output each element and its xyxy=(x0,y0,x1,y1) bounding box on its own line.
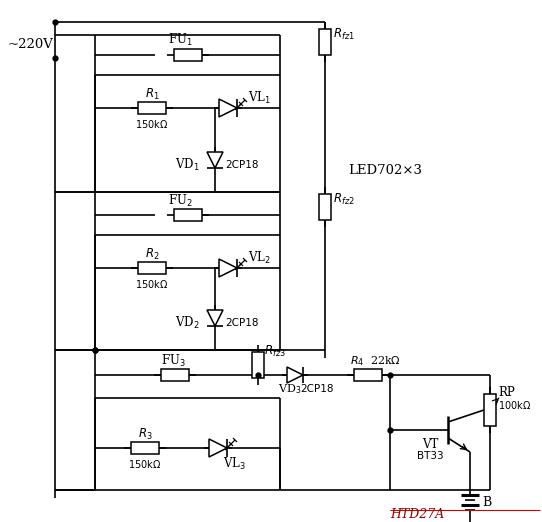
Text: VD$_2$: VD$_2$ xyxy=(175,315,199,331)
Polygon shape xyxy=(207,152,223,168)
Text: $R_1$: $R_1$ xyxy=(145,87,159,102)
Text: FU$_3$: FU$_3$ xyxy=(160,353,185,369)
Bar xyxy=(252,352,264,378)
Bar xyxy=(174,49,202,61)
Text: HTD27A: HTD27A xyxy=(390,507,444,520)
Text: VL$_2$: VL$_2$ xyxy=(248,250,271,266)
Bar xyxy=(484,394,496,426)
Text: VD$_1$: VD$_1$ xyxy=(175,157,199,173)
Text: $R_4$  22k$\Omega$: $R_4$ 22k$\Omega$ xyxy=(350,354,401,368)
Bar xyxy=(138,262,166,274)
Text: BT33: BT33 xyxy=(417,451,443,461)
Text: 100k$\Omega$: 100k$\Omega$ xyxy=(498,399,531,411)
Text: 2CP18: 2CP18 xyxy=(225,318,259,328)
Text: 150k$\Omega$: 150k$\Omega$ xyxy=(136,278,169,290)
Text: VL$_3$: VL$_3$ xyxy=(223,456,246,472)
Text: VL$_1$: VL$_1$ xyxy=(248,90,271,106)
Text: VT: VT xyxy=(422,437,438,450)
Bar xyxy=(161,369,189,381)
Polygon shape xyxy=(207,310,223,326)
Text: $R_{fz3}$: $R_{fz3}$ xyxy=(264,343,286,359)
Text: $R_{fz2}$: $R_{fz2}$ xyxy=(333,192,355,207)
Text: $R_3$: $R_3$ xyxy=(138,426,152,442)
Text: ~220V: ~220V xyxy=(8,39,54,52)
Text: $R_2$: $R_2$ xyxy=(145,246,159,262)
Text: $R_{fz1}$: $R_{fz1}$ xyxy=(333,27,355,42)
Polygon shape xyxy=(219,259,237,277)
Bar xyxy=(131,442,159,454)
Text: FU$_1$: FU$_1$ xyxy=(167,32,192,48)
Polygon shape xyxy=(287,367,303,383)
Bar xyxy=(354,369,382,381)
Text: FU$_2$: FU$_2$ xyxy=(167,193,192,209)
Bar xyxy=(319,194,331,220)
Bar xyxy=(174,209,202,221)
Bar xyxy=(319,29,331,55)
Polygon shape xyxy=(209,439,227,457)
Text: 150k$\Omega$: 150k$\Omega$ xyxy=(128,458,162,470)
Text: 150k$\Omega$: 150k$\Omega$ xyxy=(136,118,169,130)
Text: LED702×3: LED702×3 xyxy=(348,163,422,176)
Text: 2CP18: 2CP18 xyxy=(300,384,333,394)
Bar xyxy=(138,102,166,114)
Text: B: B xyxy=(482,495,491,508)
Text: 2CP18: 2CP18 xyxy=(225,160,259,170)
Polygon shape xyxy=(219,99,237,117)
Text: VD$_3$: VD$_3$ xyxy=(278,382,302,396)
Text: RP: RP xyxy=(498,386,515,398)
